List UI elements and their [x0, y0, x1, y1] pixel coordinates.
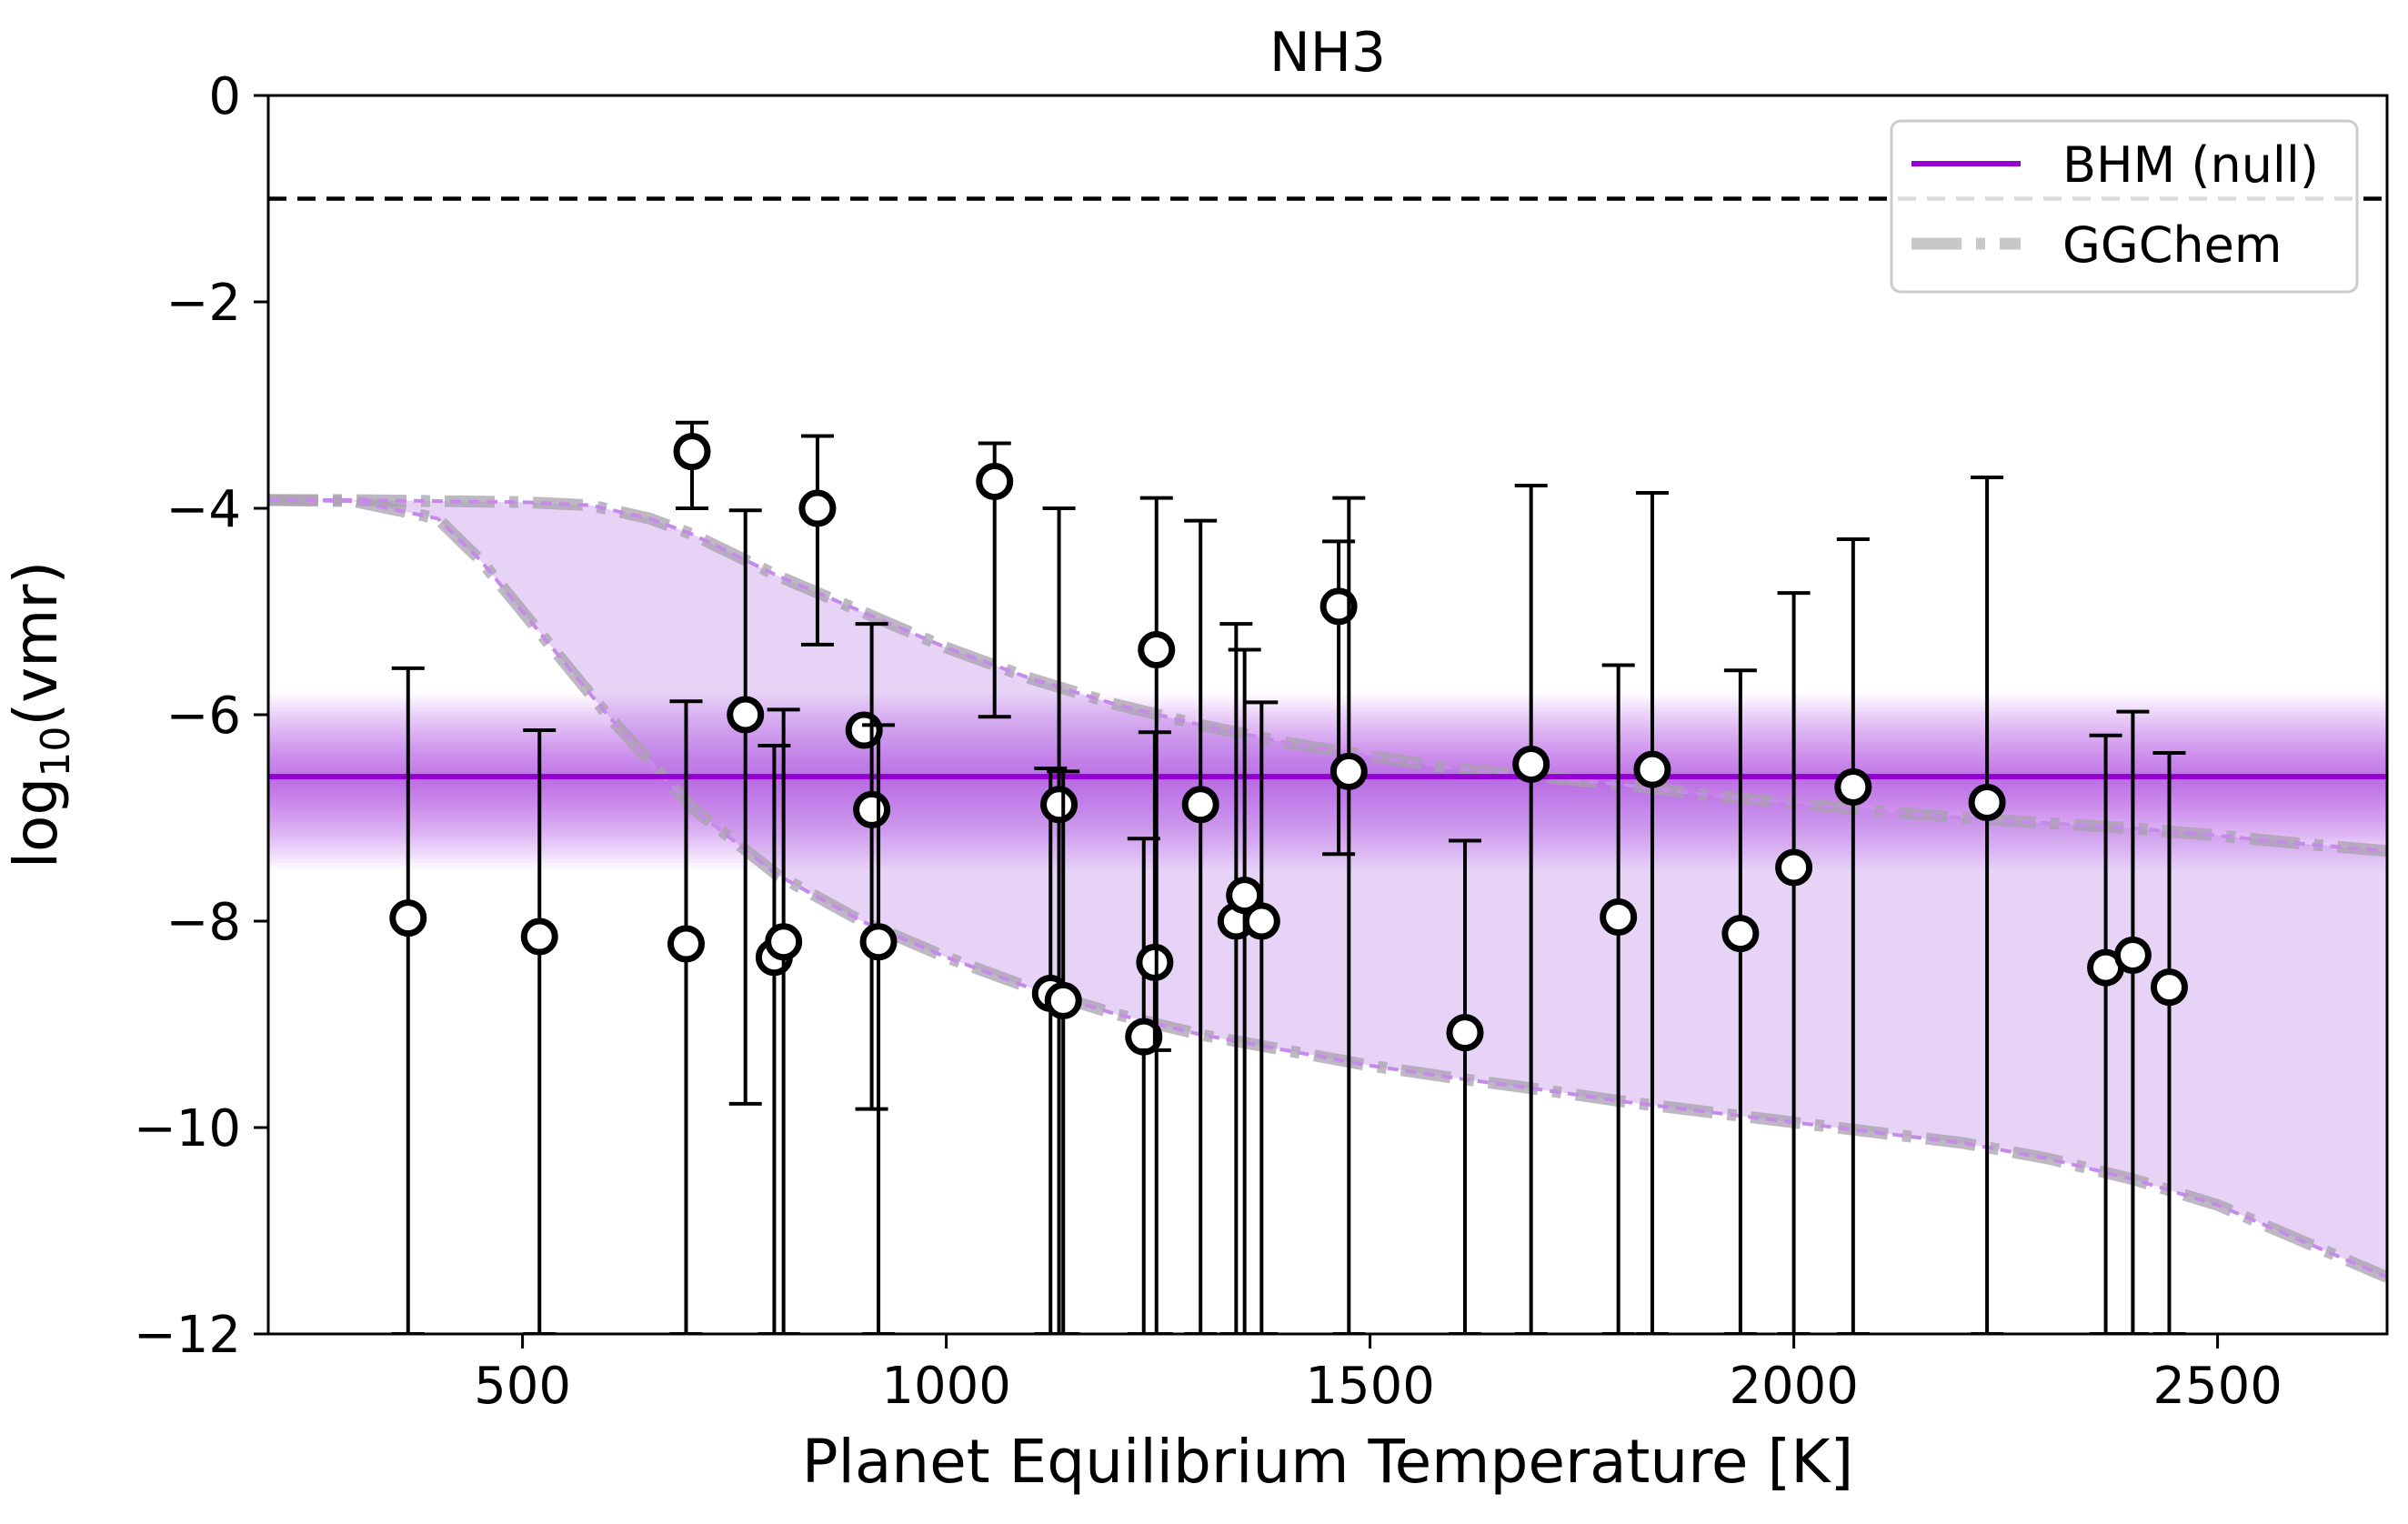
data-point — [667, 699, 705, 1334]
x-axis-title: Planet Equilibrium Temperature [K] — [802, 1427, 1854, 1497]
ggchem-lower-curve-core — [268, 497, 2387, 1279]
point-marker — [1775, 848, 1813, 887]
data-point — [673, 420, 711, 510]
legend: BHM (null) GGChem — [1890, 119, 2359, 294]
legend-label-bhm: BHM (null) — [2062, 136, 2319, 194]
x-axis: 500 1000 1500 2000 2500 — [474, 1334, 2283, 1416]
point-marker — [1040, 786, 1079, 824]
x-tick-label: 2000 — [1729, 1357, 1859, 1416]
point-marker — [976, 462, 1014, 500]
data-point — [845, 711, 883, 749]
data-point — [976, 441, 1014, 719]
y-tick-label: −4 — [166, 480, 241, 539]
point-marker — [1181, 786, 1219, 824]
y-axis: 0 −2 −4 −6 −8 −10 −12 — [134, 67, 268, 1365]
point-marker — [1242, 902, 1280, 940]
x-tick-label: 500 — [474, 1357, 571, 1416]
data-point — [1512, 484, 1550, 1334]
y-axis-title: log10(vmr) — [1, 561, 79, 869]
data-point — [1138, 496, 1176, 1334]
point-marker — [389, 899, 427, 937]
data-point — [1242, 700, 1280, 1334]
data-point — [1600, 663, 1638, 1334]
point-marker — [2113, 936, 2152, 974]
point-marker — [1600, 897, 1638, 936]
point-marker — [853, 790, 891, 828]
x-tick-label: 1000 — [881, 1357, 1011, 1416]
y-tick-label: −10 — [134, 1099, 241, 1158]
legend-label-ggchem: GGChem — [2062, 216, 2282, 274]
y-tick-label: −12 — [134, 1306, 241, 1365]
data-point — [2113, 709, 2152, 1334]
point-marker — [1319, 587, 1358, 626]
plot-area — [268, 196, 2387, 1334]
data-points — [389, 420, 2188, 1334]
point-marker — [798, 489, 837, 527]
point-marker — [1329, 752, 1368, 790]
chart-title: NH3 — [1269, 21, 1386, 85]
ggchem-fill-region — [268, 499, 2387, 1278]
y-tick-label: 0 — [208, 67, 241, 126]
point-marker — [1721, 915, 1760, 953]
point-marker — [1446, 1014, 1484, 1052]
point-marker — [1138, 630, 1176, 668]
data-point — [1329, 496, 1368, 1334]
y-axis-title-subscript: 10 — [33, 727, 79, 777]
y-tick-label: −2 — [166, 274, 241, 333]
point-marker — [727, 696, 765, 734]
data-point — [859, 723, 898, 1334]
data-point — [1040, 506, 1079, 1334]
y-tick-label: −8 — [166, 893, 241, 952]
point-marker — [1512, 745, 1550, 783]
data-point — [2150, 750, 2188, 1334]
x-tick-label: 2500 — [2152, 1357, 2283, 1416]
data-point — [1633, 490, 1671, 1334]
point-marker — [520, 917, 558, 956]
point-marker — [1633, 750, 1671, 788]
point-marker — [1125, 1018, 1163, 1056]
data-point — [1319, 539, 1358, 857]
point-marker — [765, 923, 803, 961]
point-marker — [1834, 767, 1872, 806]
data-point — [1968, 475, 2006, 1334]
data-point — [1181, 518, 1219, 1334]
data-point — [765, 707, 803, 1334]
data-point — [1125, 837, 1163, 1334]
point-marker — [859, 923, 898, 961]
data-point — [1721, 668, 1760, 1334]
data-point — [1044, 769, 1082, 1334]
point-marker — [673, 433, 711, 471]
point-marker — [1044, 981, 1082, 1019]
point-marker — [667, 925, 705, 963]
point-marker — [2150, 968, 2188, 1007]
data-point — [727, 508, 765, 1106]
y-axis-title-main: log — [1, 777, 71, 869]
y-axis-title-rest: (vmr) — [1, 561, 71, 727]
data-point — [1834, 537, 1872, 1334]
data-point — [389, 666, 427, 1334]
data-point — [1775, 591, 1813, 1334]
y-tick-label: −6 — [166, 687, 241, 746]
data-point — [520, 728, 558, 1334]
x-tick-label: 1500 — [1305, 1357, 1435, 1416]
ggchem-upper-curve-core — [268, 497, 2387, 853]
point-marker — [1968, 783, 2006, 821]
data-point — [1446, 838, 1484, 1334]
point-marker — [845, 711, 883, 749]
data-point — [798, 434, 837, 647]
